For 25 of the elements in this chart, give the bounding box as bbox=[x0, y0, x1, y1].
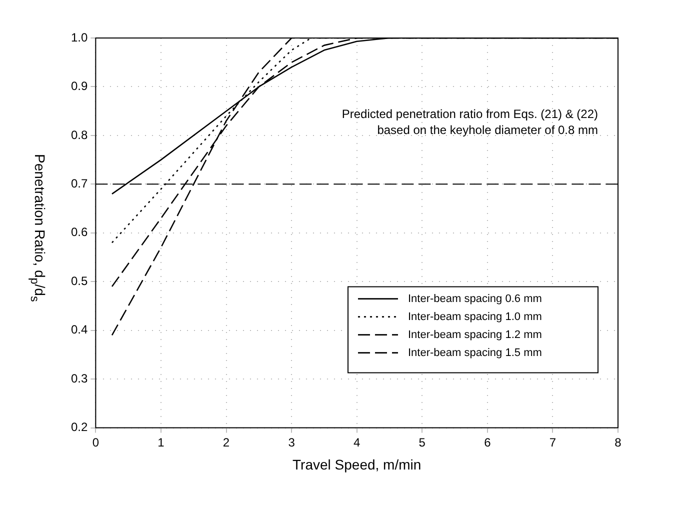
x-tick-label: 8 bbox=[614, 435, 622, 450]
x-tick-label: 5 bbox=[418, 435, 426, 450]
x-axis-title: Travel Speed, m/min bbox=[292, 456, 422, 472]
x-tick-label: 1 bbox=[158, 435, 165, 450]
legend-label: Inter-beam spacing 1.2 mm bbox=[408, 328, 542, 341]
y-tick-label: 0.3 bbox=[70, 371, 88, 386]
legend-label: Inter-beam spacing 1.5 mm bbox=[408, 346, 542, 359]
y-tick-label: 1.0 bbox=[70, 30, 88, 44]
y-tick-label: 0.2 bbox=[70, 420, 88, 434]
y-tick-label: 0.9 bbox=[70, 79, 88, 94]
y-tick-label: 0.6 bbox=[70, 225, 88, 240]
y-tick-label: 0.4 bbox=[70, 322, 88, 337]
x-tick-label: 0 bbox=[92, 435, 100, 450]
y-tick-label: 0.5 bbox=[70, 274, 88, 288]
x-tick-label: 2 bbox=[222, 435, 230, 450]
legend-label: Inter-beam spacing 0.6 mm bbox=[408, 292, 542, 305]
x-tick-label: 3 bbox=[288, 435, 296, 450]
x-tick-label: 4 bbox=[353, 435, 360, 450]
y-tick-label: 0.8 bbox=[70, 128, 88, 142]
annotation: based on the keyhole diameter of 0.8 mm bbox=[377, 123, 598, 137]
x-tick-label: 6 bbox=[484, 435, 492, 450]
annotation: Predicted penetration ratio from Eqs. (21) & (22) bbox=[342, 107, 598, 121]
x-tick-label: 7 bbox=[549, 435, 556, 450]
y-tick-label: 0.7 bbox=[70, 176, 88, 190]
legend-label: Inter-beam spacing 1.0 mm bbox=[408, 310, 542, 323]
